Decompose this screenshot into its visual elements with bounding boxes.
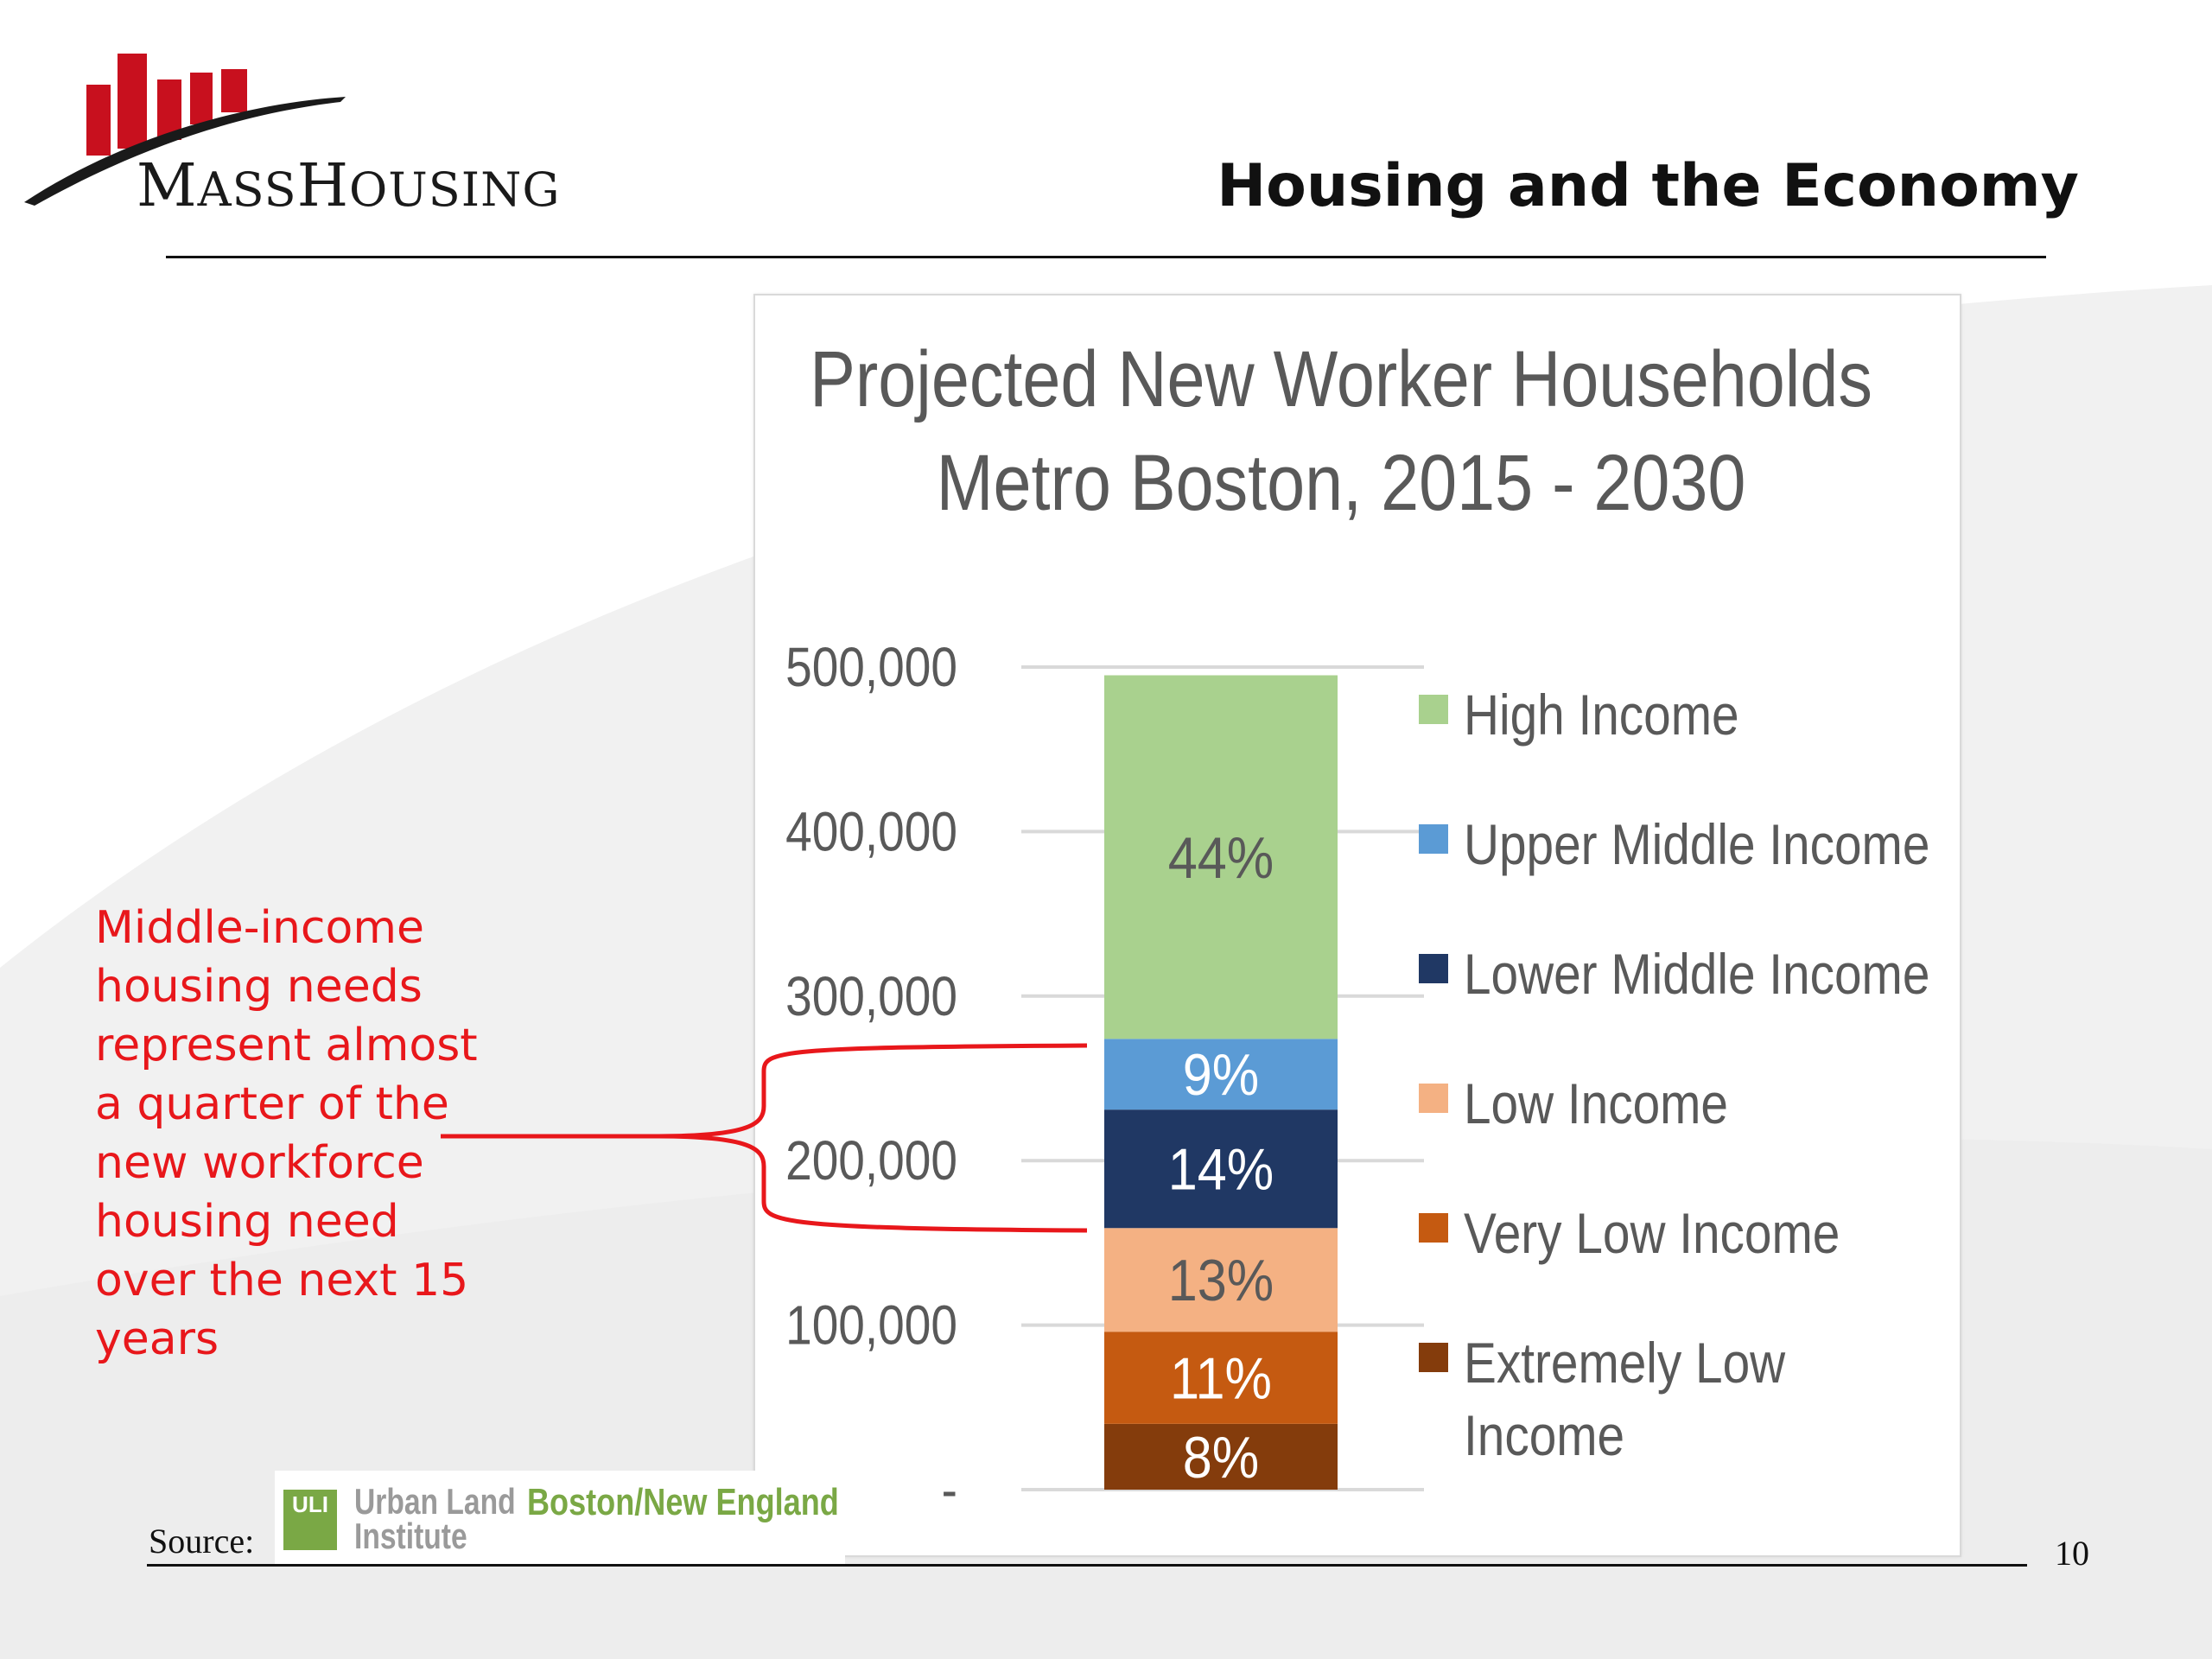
data-label: 11%: [1170, 1345, 1272, 1412]
y-tick-label: 400,000: [785, 800, 957, 862]
bar-segment: [1104, 1228, 1338, 1332]
legend-swatch: [1419, 1343, 1448, 1372]
callout-line: years: [95, 1313, 219, 1365]
legend-swatch: [1419, 1084, 1448, 1113]
y-tick-label: 200,000: [785, 1129, 957, 1192]
masshousing-logo: [24, 54, 346, 206]
chart-title: Projected New Worker Households: [810, 334, 1872, 423]
bar-segment: [1104, 1039, 1338, 1110]
y-tick-label: 500,000: [785, 636, 957, 698]
stacked-bar-chart: Projected New Worker Households Metro Bos…: [785, 334, 1929, 1521]
callout-line: new workforce: [95, 1137, 424, 1189]
callout-line: over the next 15: [95, 1255, 469, 1306]
callout-line: a quarter of the: [95, 1078, 449, 1130]
data-label: 14%: [1168, 1136, 1274, 1203]
footer-divider: [147, 1564, 2027, 1567]
page-number: 10: [2055, 1534, 2089, 1573]
chart-panel: [753, 294, 1961, 1557]
slide-title: Housing and the Economy: [1217, 152, 2079, 220]
callout-line: housing needs: [95, 961, 423, 1013]
legend-label: Upper Middle Income: [1464, 813, 1929, 877]
legend-swatch: [1419, 954, 1448, 983]
uli-name-line2: Institute: [354, 1516, 467, 1556]
bar-segment: [1104, 1423, 1338, 1490]
legend-label: Income: [1464, 1404, 1624, 1468]
data-label: 44%: [1168, 824, 1274, 891]
data-label: 8%: [1183, 1424, 1259, 1491]
bar-segment: [1104, 675, 1338, 1039]
uli-logo: ULI Urban Land Institute Boston/New Engl…: [275, 1471, 845, 1564]
y-tick-label: 300,000: [785, 965, 957, 1027]
legend-swatch: [1419, 1213, 1448, 1243]
callout-line: represent almost: [95, 1020, 478, 1071]
legend-label: High Income: [1464, 683, 1739, 747]
callout-text: Middle-income housing needs represent al…: [95, 899, 510, 1369]
callout-line: housing need: [95, 1196, 399, 1248]
legend-swatch: [1419, 824, 1448, 854]
legend-label: Extremely Low: [1464, 1332, 1786, 1395]
data-label: 13%: [1168, 1247, 1274, 1313]
chart-title: Metro Boston, 2015 - 2030: [937, 438, 1746, 527]
bar-segment: [1104, 1332, 1338, 1424]
header-divider: [166, 256, 2046, 258]
bar-segment: [1104, 1109, 1338, 1229]
source-label: Source:: [149, 1522, 255, 1560]
legend-swatch: [1419, 695, 1448, 724]
y-tick-label: 100,000: [785, 1294, 957, 1357]
uli-badge: ULI: [283, 1490, 337, 1550]
callout-line: Middle-income: [95, 902, 424, 954]
logo-wordmark: MASSHOUSING: [137, 152, 561, 220]
uli-name-line1: Urban Land: [354, 1481, 516, 1522]
legend-label: Very Low Income: [1464, 1202, 1840, 1266]
legend-label: Lower Middle Income: [1464, 943, 1929, 1007]
y-tick-label: -: [942, 1459, 957, 1521]
legend-label: Low Income: [1464, 1072, 1728, 1136]
data-label: 9%: [1183, 1041, 1259, 1108]
uli-region: Boston/New England: [527, 1481, 839, 1523]
